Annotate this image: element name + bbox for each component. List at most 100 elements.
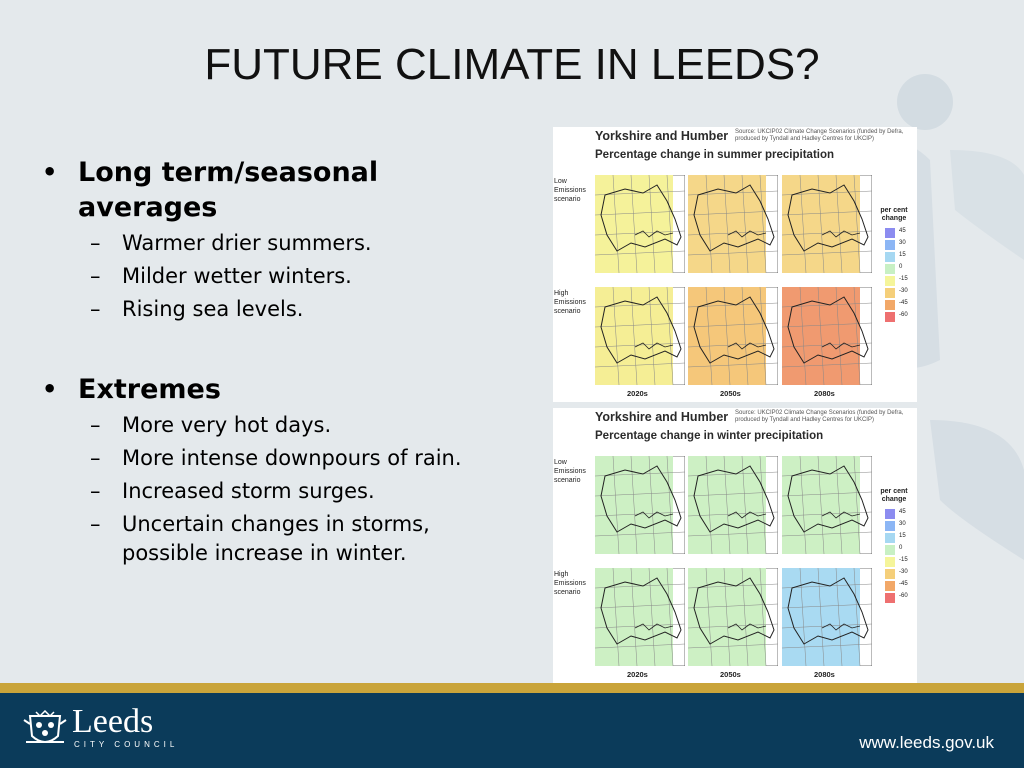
bullet-heading-extremes: • Extremes [38, 372, 518, 407]
estuary-line [634, 511, 674, 519]
map-gridline [595, 250, 685, 256]
map-gridline [688, 471, 778, 477]
map-gridline [705, 456, 713, 554]
map-gridline [782, 511, 872, 517]
region-outline [600, 577, 682, 645]
map-gridline [688, 491, 778, 497]
legend-label: 15 [899, 252, 906, 258]
map-gridline [688, 531, 778, 537]
map-gridline [817, 568, 825, 666]
map-gridline [648, 287, 656, 385]
logo-subtitle: CITY COUNCIL [74, 740, 179, 749]
legend-label: -30 [899, 569, 908, 575]
estuary-line [727, 623, 767, 631]
winter-precipitation-panel: Yorkshire and Humber Source: UKCIP02 Clim… [553, 408, 917, 683]
map-gridline [612, 568, 620, 666]
sub-bullet-text: Warmer drier summers. [122, 231, 372, 255]
map-gridline [835, 175, 843, 273]
sub-bullet-text: Uncertain changes in storms, possible in… [122, 512, 430, 565]
scenario-label: High Emissions scenario [554, 571, 586, 596]
map-gridline [782, 230, 872, 236]
map-gridline [723, 287, 731, 385]
map-gridline [595, 471, 685, 477]
decade-label: 2080s [814, 389, 835, 398]
region-outline [600, 296, 682, 364]
legend-swatch [885, 569, 895, 579]
map-gridline [741, 568, 749, 666]
map-gridline [688, 210, 778, 216]
legend-swatch [885, 312, 895, 322]
climate-map [688, 175, 778, 273]
figure-source-note: Source: UKCIP02 Climate Change Scenarios… [735, 410, 904, 423]
legend-label: 45 [899, 509, 906, 515]
region-outline [787, 296, 869, 364]
map-gridline [741, 175, 749, 273]
map-gridline [782, 210, 872, 216]
map-gridline [688, 322, 778, 328]
estuary-line [727, 230, 767, 238]
sub-bullet-text: Increased storm surges. [122, 479, 375, 503]
climate-map [782, 456, 872, 554]
map-gridline [853, 456, 861, 554]
figure-subtitle: Percentage change in winter precipitatio… [595, 430, 824, 442]
map-gridline [782, 491, 872, 497]
legend-label: 15 [899, 533, 906, 539]
decade-label: 2020s [627, 389, 648, 398]
legend-title: per cent change [880, 207, 908, 222]
map-gridline [666, 175, 674, 273]
legend-label: -15 [899, 557, 908, 563]
legend-label: 0 [899, 264, 903, 270]
map-gridline [741, 456, 749, 554]
estuary-line [821, 342, 861, 350]
legend-label: -15 [899, 276, 908, 282]
map-gridline [782, 643, 872, 649]
decade-label: 2050s [720, 670, 741, 679]
map-gridline [759, 456, 767, 554]
legend-label: 30 [899, 521, 906, 527]
climate-map [782, 568, 872, 666]
footer: Leeds CITY COUNCIL www.leeds.gov.uk [0, 693, 1024, 768]
map-gridline [666, 287, 674, 385]
legend-swatch [885, 300, 895, 310]
map-gridline [630, 287, 638, 385]
estuary-line [727, 511, 767, 519]
map-gridline [595, 643, 685, 649]
map-gridline [688, 583, 778, 589]
decade-label: 2080s [814, 670, 835, 679]
map-gridline [835, 287, 843, 385]
map-gridline [799, 568, 807, 666]
climate-map [595, 568, 685, 666]
climate-map [595, 287, 685, 385]
region-outline [600, 184, 682, 252]
map-gridline [595, 362, 685, 368]
estuary-line [634, 342, 674, 350]
map-gridline [782, 603, 872, 609]
bullet-heading-text: Extremes [78, 374, 221, 405]
map-gridline [782, 471, 872, 477]
region-outline [693, 184, 775, 252]
map-gridline [612, 175, 620, 273]
sub-bullet: – More very hot days. [90, 413, 332, 437]
legend-label: -45 [899, 300, 908, 306]
scenario-label: Low Emissions scenario [554, 459, 586, 484]
map-gridline [688, 362, 778, 368]
bullet-dot: • [42, 158, 58, 186]
footer-accent-bar [0, 683, 1024, 693]
map-gridline [723, 456, 731, 554]
map-gridline [799, 287, 807, 385]
map-gridline [853, 175, 861, 273]
sub-bullet: – Uncertain changes in storms, possible i… [90, 512, 430, 565]
estuary-line [821, 511, 861, 519]
legend-swatch [885, 557, 895, 567]
decade-label: 2050s [720, 389, 741, 398]
map-gridline [782, 322, 872, 328]
map-gridline [688, 230, 778, 236]
figure-subtitle: Percentage change in summer precipitatio… [595, 149, 835, 161]
bullet-dot: • [42, 375, 58, 403]
map-gridline [612, 287, 620, 385]
map-gridline [595, 230, 685, 236]
figure-source-note: Source: UKCIP02 Climate Change Scenarios… [735, 129, 904, 142]
sub-bullet: – Rising sea levels. [90, 297, 304, 321]
legend-label: -45 [899, 581, 908, 587]
climate-map [595, 456, 685, 554]
